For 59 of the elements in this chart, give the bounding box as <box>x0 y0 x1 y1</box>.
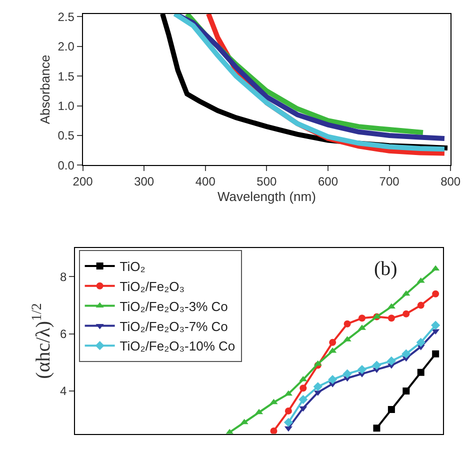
y-axis-title: Absorbance <box>38 54 53 124</box>
point <box>299 406 308 412</box>
legend-label: TiO₂/Fe₂O₃-3% Co <box>120 298 228 314</box>
y-tick-label: 1.5 <box>58 69 75 84</box>
point <box>372 360 382 370</box>
point <box>402 290 410 296</box>
y-tick-label: 2.5 <box>58 10 75 24</box>
y-tick-label: 6 <box>60 327 68 342</box>
point <box>402 310 410 318</box>
x-tick-label: 800 <box>440 174 461 189</box>
point <box>402 387 410 394</box>
point <box>431 320 440 330</box>
point <box>373 424 380 432</box>
legend-label: TiO₂/Fe₂O₃ <box>120 278 185 294</box>
point <box>342 369 352 378</box>
point <box>388 314 395 322</box>
x-tick-label: 600 <box>318 174 338 189</box>
point <box>284 407 292 414</box>
point <box>358 314 366 322</box>
point <box>284 390 292 396</box>
x-tick-label: 200 <box>72 174 94 189</box>
x-tick-label: 500 <box>256 174 278 189</box>
point <box>284 418 293 427</box>
y-tick-label: 4 <box>60 384 68 398</box>
point <box>417 302 424 309</box>
y-tick-label: 0.0 <box>58 158 75 172</box>
y-tick-label: 2.0 <box>58 40 75 54</box>
legend-label: TiO₂/Fe₂O₃-10% Co <box>120 338 236 354</box>
x-tick-label: 700 <box>379 174 400 189</box>
point <box>270 398 278 404</box>
point <box>300 384 307 392</box>
point <box>402 349 411 358</box>
y-tick-label: 0.5 <box>58 128 75 143</box>
point <box>298 394 308 404</box>
point <box>388 406 395 414</box>
point <box>240 418 248 424</box>
point <box>386 356 396 366</box>
point <box>416 338 426 347</box>
point <box>270 427 278 434</box>
x-tick-label: 400 <box>195 174 216 189</box>
point <box>344 320 351 328</box>
legend-label: TiO₂ <box>120 259 146 274</box>
point <box>284 426 292 432</box>
point <box>313 382 322 392</box>
point <box>329 338 336 346</box>
legend-label: TiO₂/Fe₂O₃-7% Co <box>120 318 228 334</box>
point <box>328 347 337 353</box>
point <box>328 374 338 384</box>
point <box>432 350 440 358</box>
point <box>432 265 440 271</box>
point <box>417 368 424 376</box>
x-axis-title: Wavelength (nm) <box>217 189 316 204</box>
y-tick-label: 8 <box>60 270 68 284</box>
point <box>432 290 440 298</box>
x-tick-label: 300 <box>134 174 154 189</box>
point <box>314 360 322 366</box>
point <box>357 365 367 374</box>
annotation: (b) <box>374 258 398 280</box>
y-tick-label: 1.0 <box>58 99 75 113</box>
